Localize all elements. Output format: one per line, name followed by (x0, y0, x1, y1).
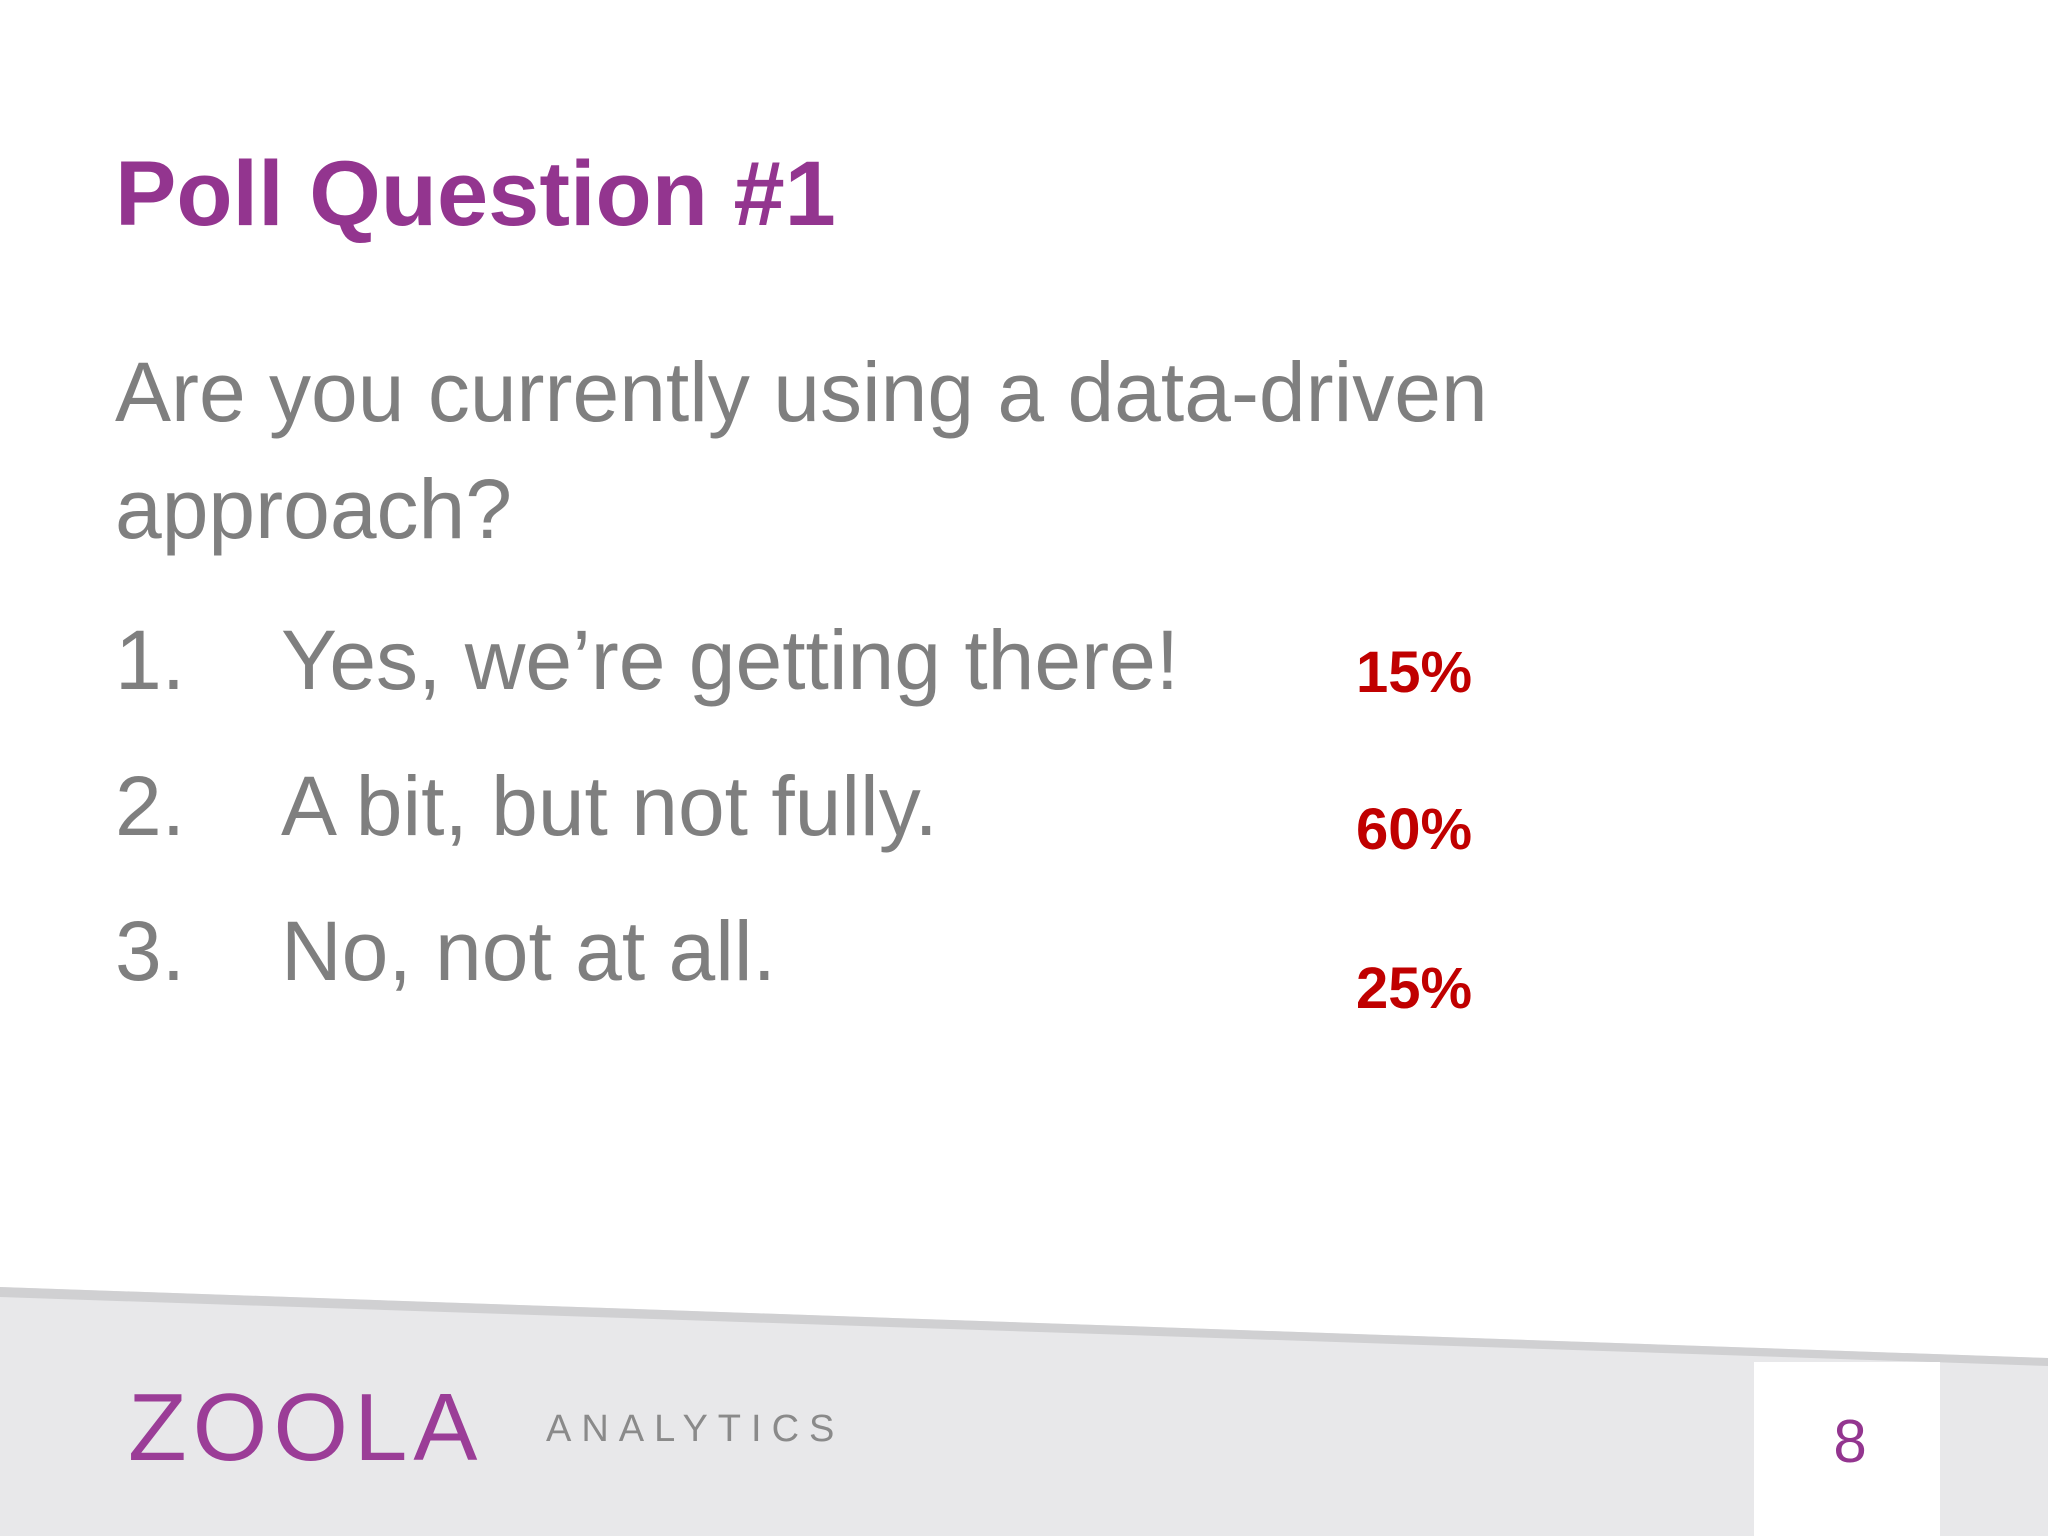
question-line: Are you currently using a data-driven (115, 345, 1488, 439)
option-result: 15% (1356, 640, 1473, 705)
option-text: Yes, we’re getting there! (281, 613, 1180, 707)
option-number: 3. (115, 904, 186, 998)
option-result: 25% (1356, 956, 1473, 1021)
option-number: 2. (115, 759, 186, 853)
option-text: No, not at all. (281, 904, 776, 998)
footer-background (0, 1287, 2048, 1536)
footer-edge (0, 1287, 2048, 1366)
option-text: A bit, but not fully. (281, 759, 938, 853)
option-result: 60% (1356, 797, 1473, 862)
option-number: 1. (115, 613, 186, 707)
page-number: 8 (1833, 1408, 1867, 1475)
logo: ZOOLA (128, 1374, 484, 1481)
logo-subtitle: ANALYTICS (546, 1408, 845, 1450)
question-line: approach? (115, 462, 512, 556)
page-number-box (1754, 1362, 1940, 1536)
slide-title: Poll Question #1 (115, 143, 836, 245)
